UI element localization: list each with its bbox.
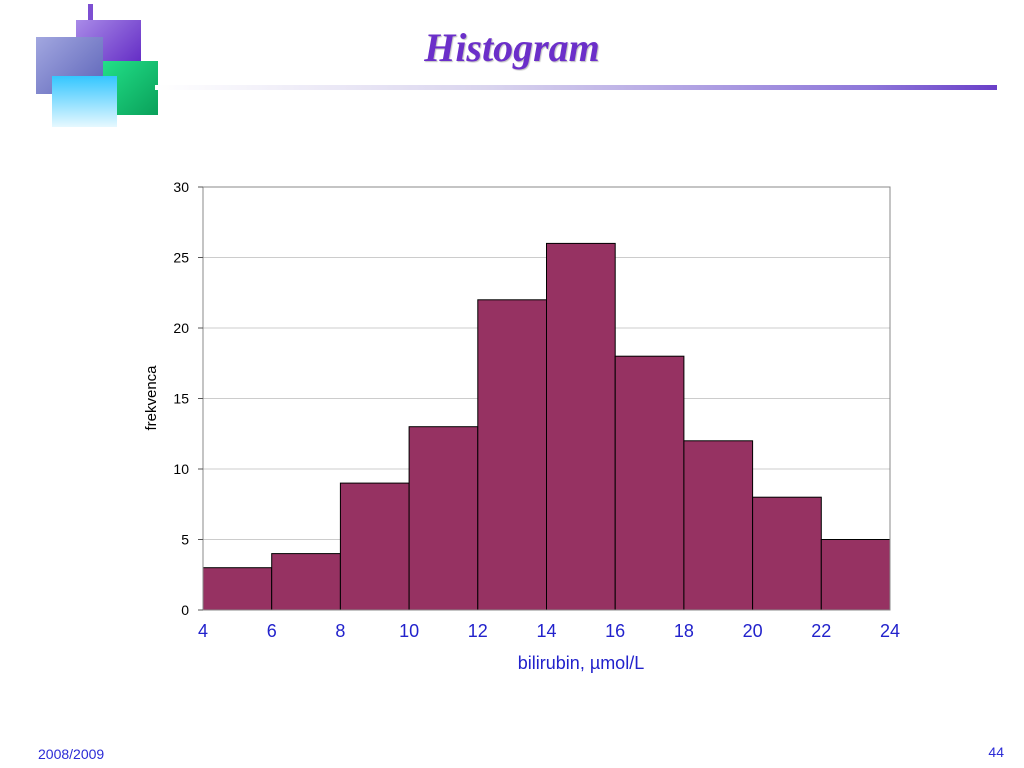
y-tick-label: 30 [173,179,189,195]
histogram-bar [477,299,547,611]
title-underline [155,85,997,90]
histogram-bar [683,440,754,611]
histogram-bar [339,482,410,611]
x-axis-label: bilirubin, µmol/L [518,653,644,673]
histogram-bar [202,567,273,611]
bars [202,242,891,611]
x-tick-label: 24 [880,621,900,641]
histogram-bar [408,426,479,611]
x-tick-label: 16 [605,621,625,641]
y-tick-label: 15 [173,391,189,407]
y-tick-label: 0 [181,602,189,618]
footer-year: 2008/2009 [38,746,105,762]
x-tick-label: 8 [335,621,345,641]
deco-vertical-bar [88,4,93,24]
histogram-bar [820,539,891,611]
x-tick-label: 6 [267,621,277,641]
x-tick-label: 12 [468,621,488,641]
y-axis-label: frekvenca [143,365,160,431]
x-axis-ticks: 4 6 8 10 12 14 16 18 20 22 24 [198,621,900,641]
y-axis-ticks: 0 5 10 15 20 25 30 [173,179,203,618]
x-tick-label: 20 [743,621,763,641]
page-number: 44 [988,744,1004,760]
y-tick-label: 25 [173,250,189,266]
x-tick-label: 4 [198,621,208,641]
histogram-bar [752,496,822,611]
histogram-bar [546,242,616,611]
histogram-bar [614,355,685,611]
deco-square-cyan [52,76,117,127]
x-tick-label: 10 [399,621,419,641]
y-tick-label: 5 [181,532,189,548]
x-tick-label: 22 [811,621,831,641]
x-tick-label: 14 [536,621,556,641]
histogram-bar [271,553,341,611]
x-tick-label: 18 [674,621,694,641]
y-tick-label: 20 [173,320,189,336]
slide-title: Histogram [424,25,600,70]
y-tick-label: 10 [173,461,189,477]
